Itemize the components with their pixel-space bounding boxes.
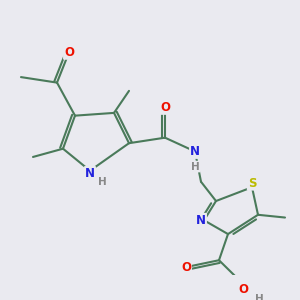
Text: O: O [64,46,74,59]
Text: N: N [190,145,200,158]
Text: S: S [248,177,256,190]
Text: N: N [85,167,95,180]
Text: O: O [181,261,191,274]
Text: O: O [238,283,248,296]
Text: H: H [98,177,107,187]
Text: H: H [190,162,200,172]
Text: O: O [160,101,170,114]
Text: H: H [255,294,264,300]
Text: N: N [196,214,206,227]
